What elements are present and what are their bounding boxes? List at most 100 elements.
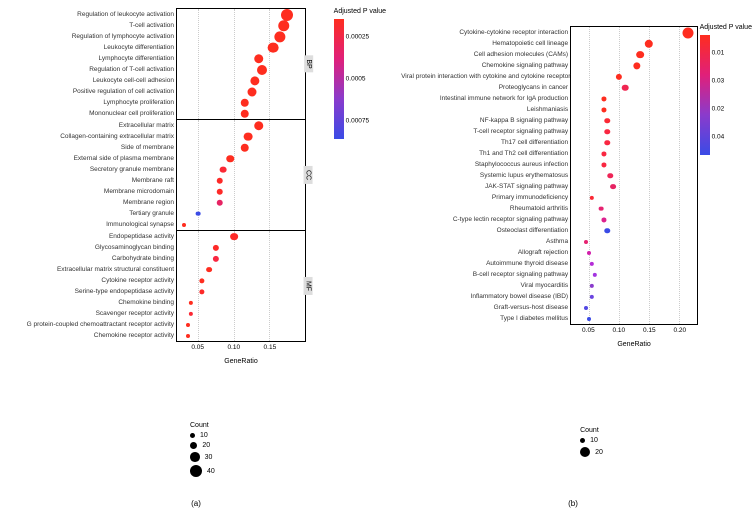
data-point — [602, 96, 607, 101]
ylabel: Cytokine receptor activity — [7, 277, 177, 284]
data-row: Collagen-containing extracellular matrix — [177, 131, 305, 142]
ylabel: External side of plasma membrane — [7, 155, 177, 162]
data-point — [683, 27, 694, 38]
data-point — [220, 166, 227, 173]
facet-CC: Extracellular matrixCollagen-containing … — [177, 120, 305, 231]
legend-dot — [190, 452, 200, 462]
data-point — [645, 39, 653, 47]
data-point — [593, 272, 597, 276]
legend-label: 20 — [202, 442, 210, 449]
ylabel: Collagen-containing extracellular matrix — [7, 133, 177, 140]
ylabel: G protein-coupled chemoattractant recept… — [7, 321, 177, 328]
legend-item: 40 — [190, 465, 215, 477]
ylabel: Side of membrane — [7, 144, 177, 151]
ylabel: Leukocyte differentiation — [7, 44, 177, 51]
data-row: Rheumatoid arthritis — [571, 203, 697, 214]
xlabel-b: GeneRatio — [570, 341, 698, 348]
xaxis-b: 0.050.100.150.20 — [570, 325, 698, 339]
facet-MF: Endopeptidase activityGlycosaminoglycan … — [177, 231, 305, 341]
ylabel: Chemokine receptor activity — [7, 332, 177, 339]
data-row: Regulation of lymphocyte activation — [177, 31, 305, 42]
data-point — [590, 294, 594, 298]
ylabel: Staphylococcus aureus infection — [401, 161, 571, 168]
data-point — [602, 162, 607, 167]
legend-label: 20 — [595, 449, 603, 456]
facet-label: CC — [303, 166, 312, 184]
facet-label: BP — [304, 55, 313, 72]
data-point — [189, 311, 193, 315]
ylabel: Extracellular matrix structural constitu… — [7, 266, 177, 273]
data-point — [604, 228, 609, 233]
data-point — [227, 155, 235, 163]
ylabel: Tertiary granule — [7, 210, 177, 217]
data-row: Mononuclear cell proliferation — [177, 108, 305, 119]
data-row: Allograft rejection — [571, 247, 697, 258]
ylabel: Membrane raft — [7, 177, 177, 184]
ylabel: Regulation of lymphocyte activation — [7, 33, 177, 40]
ylabel: Th1 and Th2 cell differentiation — [401, 150, 571, 157]
xtick: 0.10 — [227, 344, 240, 351]
data-point — [616, 73, 622, 79]
data-point — [604, 140, 609, 145]
count-title-a: Count — [190, 422, 215, 429]
colorbar-tick: 0.02 — [712, 105, 725, 112]
data-row: Osteoclast differentiation — [571, 225, 697, 236]
data-point — [240, 109, 249, 118]
data-row: Membrane raft — [177, 175, 305, 186]
ylabel: NF-kappa B signaling pathway — [401, 117, 571, 124]
colorbar-tick: 0.04 — [712, 133, 725, 140]
ylabel: Viral protein interaction with cytokine … — [401, 73, 571, 80]
ylabel: Viral myocarditis — [401, 282, 571, 289]
ylabel: Secretory granule membrane — [7, 166, 177, 173]
data-row: Leishmaniasis — [571, 104, 697, 115]
sublabel-b: (b) — [568, 499, 578, 508]
data-row: Viral protein interaction with cytokine … — [571, 71, 697, 82]
data-row: Type I diabetes mellitus — [571, 313, 697, 324]
ylabel: Graft-versus-host disease — [401, 304, 571, 311]
data-point — [602, 217, 607, 222]
data-point — [206, 267, 212, 273]
facet-BP: Regulation of leukocyte activationT-cell… — [177, 9, 305, 120]
data-point — [257, 65, 267, 75]
ylabel: B-cell receptor signaling pathway — [401, 271, 571, 278]
xlabel-a: GeneRatio — [176, 358, 306, 365]
data-row: Side of membrane — [177, 142, 305, 153]
ylabel: Lymphocyte proliferation — [7, 99, 177, 106]
ylabel: Membrane region — [7, 199, 177, 206]
data-point — [281, 9, 293, 21]
data-point — [247, 87, 256, 96]
data-row: Viral myocarditis — [571, 280, 697, 291]
ylabel: T-cell receptor signaling pathway — [401, 128, 571, 135]
ylabel: Regulation of leukocyte activation — [7, 11, 177, 18]
data-point — [199, 289, 204, 294]
data-point — [254, 121, 264, 131]
data-point — [213, 255, 219, 261]
data-row: Chemokine signaling pathway — [571, 60, 697, 71]
data-point — [216, 177, 223, 184]
ylabel: Intestinal immune network for IgA produc… — [401, 95, 571, 102]
data-point — [604, 129, 609, 134]
data-row: Secretory granule membrane — [177, 164, 305, 175]
data-row: T-cell receptor signaling pathway — [571, 126, 697, 137]
ylabel: Lymphocyte differentiation — [7, 55, 177, 62]
data-row: Cell adhesion molecules (CAMs) — [571, 49, 697, 60]
data-row: NF-kappa B signaling pathway — [571, 115, 697, 126]
data-row: Carbohydrate binding — [177, 253, 305, 264]
ylabel: JAK-STAT signaling pathway — [401, 183, 571, 190]
data-point — [587, 251, 591, 255]
legend-label: 10 — [590, 437, 598, 444]
data-row: Tertiary granule — [177, 208, 305, 219]
data-row: Endopeptidase activity — [177, 231, 305, 242]
data-row: Regulation of leukocyte activation — [177, 9, 305, 20]
data-row: T-cell activation — [177, 20, 305, 31]
legend-item: 10 — [190, 432, 215, 439]
colorbar-tick: 0.0005 — [346, 75, 366, 82]
data-point — [199, 278, 204, 283]
legend-item: 20 — [190, 442, 215, 449]
ylabel: Scavenger receptor activity — [7, 310, 177, 317]
ylabel: Rheumatoid arthritis — [401, 205, 571, 212]
data-point — [636, 51, 644, 59]
legend-dot — [190, 442, 197, 449]
chart-b: Cytokine-cytokine receptor interactionHe… — [570, 26, 698, 325]
data-point — [584, 306, 588, 310]
